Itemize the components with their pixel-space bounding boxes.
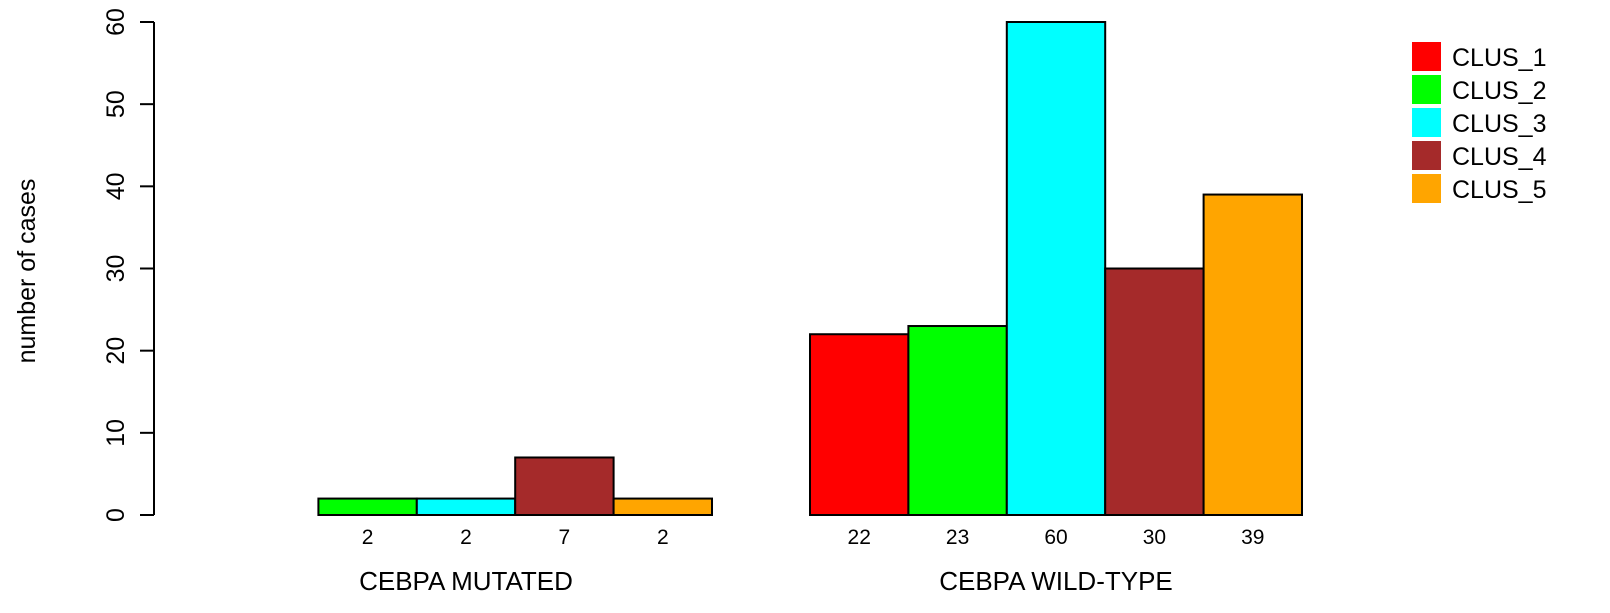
bar-value-label: 60 [1044,526,1067,549]
y-tick-label: 50 [102,90,130,118]
bar [514,456,615,517]
y-tick-label: 60 [102,8,130,36]
bar-value-label: 2 [362,526,374,549]
group-labels: CEBPA MUTATED CEBPA WILD-TYPE [359,566,1173,596]
group-label: CEBPA WILD-TYPE [939,566,1173,596]
bar [1104,267,1205,516]
bar-value-label: 2 [460,526,472,549]
legend-label: CLUS_2 [1452,77,1547,105]
legend-swatch [1412,141,1441,170]
bar-value-label: 2 [657,526,669,549]
y-tick-label: 0 [102,508,130,522]
bar [1202,193,1303,517]
legend-item: CLUS_2 [1412,75,1547,105]
group-label: CEBPA MUTATED [359,566,573,596]
bar [809,333,910,516]
legend-label: CLUS_4 [1452,143,1547,171]
legend-label: CLUS_3 [1452,110,1547,138]
bar-value-label: 22 [848,526,871,549]
bar-value-labels: 2 2 7 2 22 23 60 30 39 [362,526,1265,549]
bar-value-label: 39 [1241,526,1264,549]
bar-value-label: 30 [1143,526,1166,549]
bar [907,325,1008,516]
bar [415,497,517,517]
bar-value-label: 7 [559,526,571,549]
bar-value-label: 23 [946,526,969,549]
y-tick-label: 30 [102,255,130,283]
legend-swatch [1412,42,1441,71]
y-tick-label: 20 [102,337,130,365]
y-axis-label: number of cases [13,179,41,364]
legend: CLUS_1 CLUS_2 CLUS_3 CLUS_4 CLUS_5 [1412,42,1547,204]
legend-label: CLUS_1 [1452,44,1547,72]
legend-swatch [1412,174,1441,203]
bar [317,497,418,517]
legend-item: CLUS_1 [1412,42,1547,72]
y-axis: 0 10 20 30 40 50 60 [102,8,155,522]
bars [317,21,1303,517]
bar [612,497,713,517]
y-tick-label: 40 [102,172,130,200]
legend-item: CLUS_4 [1412,141,1547,171]
y-tick-label: 10 [102,419,130,447]
bar [1005,21,1107,516]
legend-swatch [1412,108,1441,137]
legend-swatch [1412,75,1441,104]
legend-label: CLUS_5 [1452,176,1547,204]
legend-item: CLUS_5 [1412,174,1547,204]
legend-item: CLUS_3 [1412,108,1547,138]
